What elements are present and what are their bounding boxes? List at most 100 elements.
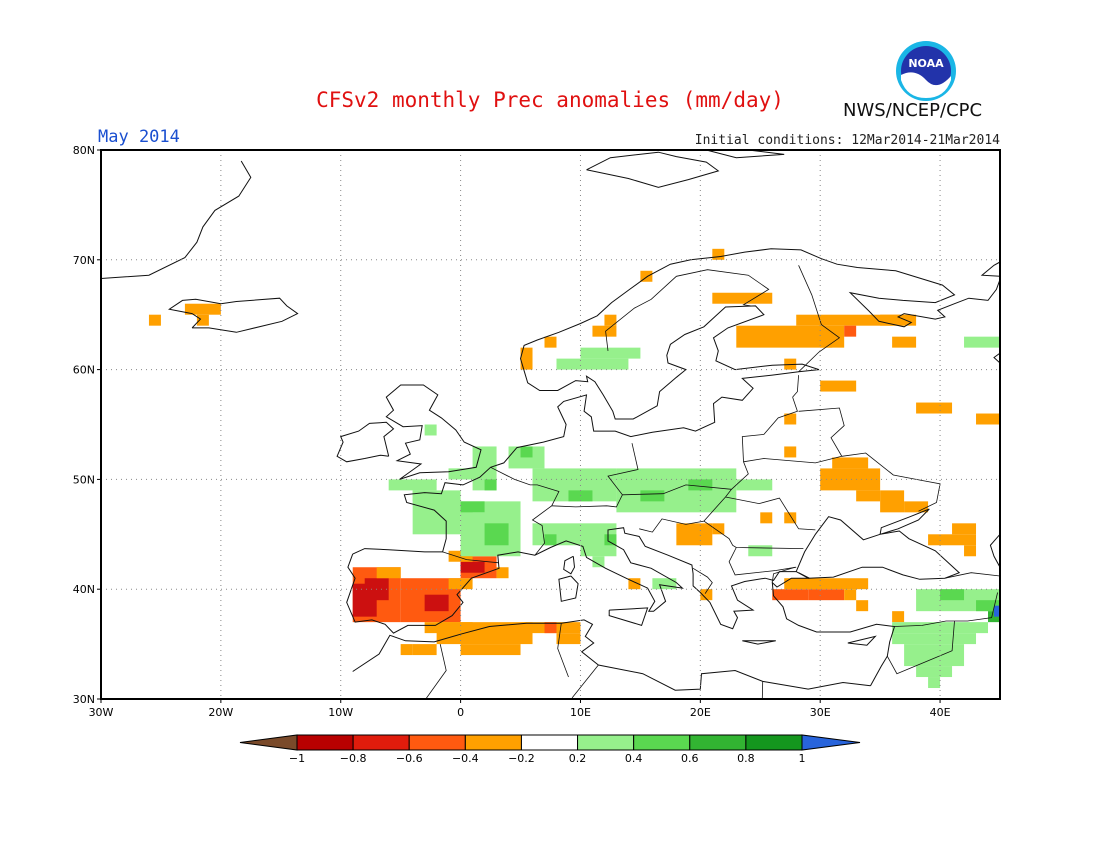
country-border	[944, 572, 1000, 579]
initial-conditions: Initial conditions: 12Mar2014-21Mar2014	[694, 133, 1000, 148]
colorbar-label: −0.4	[452, 752, 479, 765]
lat-label: 50N	[73, 473, 95, 486]
country-border	[557, 623, 569, 678]
lat-labels: 30N 40N 50N 60N 70N 80N	[73, 144, 95, 706]
anomaly-cell	[412, 490, 425, 502]
anomaly-cell	[520, 446, 533, 458]
anomaly-cell	[892, 633, 977, 645]
country-border	[841, 452, 941, 512]
colorbar-label: −0.8	[340, 752, 367, 765]
anomaly-cell	[184, 303, 221, 315]
anomaly-cell	[772, 589, 809, 601]
anomaly-cell	[544, 622, 557, 634]
anomaly-cell	[820, 380, 857, 392]
lat-label: 60N	[73, 364, 95, 377]
anomaly-cell	[748, 545, 773, 557]
anomaly-cell	[484, 523, 509, 546]
anomaly-cell	[592, 325, 617, 337]
country-border	[886, 620, 955, 675]
colorbar-label: −1	[289, 752, 305, 765]
anomaly-cell	[844, 325, 857, 337]
anomaly-cell	[472, 512, 485, 524]
lon-label: 40E	[930, 706, 951, 719]
country-border	[490, 466, 560, 556]
anomaly-cell	[856, 600, 869, 612]
anomaly-cells	[148, 248, 1012, 689]
anomaly-cell	[688, 479, 713, 491]
country-border	[728, 547, 797, 576]
anomaly-cell	[976, 600, 1000, 612]
anomaly-cell	[628, 578, 641, 590]
anomaly-cell	[604, 534, 617, 546]
coastline	[980, 261, 1000, 277]
anomaly-cell	[916, 666, 953, 678]
lat-label: 30N	[73, 693, 95, 706]
country-border	[725, 496, 816, 531]
anomaly-cell	[928, 534, 977, 546]
anomaly-cell	[412, 644, 437, 656]
lon-label: 10E	[570, 706, 591, 719]
lat-label: 80N	[73, 144, 95, 157]
lon-label: 20E	[690, 706, 711, 719]
colorbar-segment	[408, 734, 466, 751]
anomaly-cell	[892, 336, 917, 348]
anomaly-cell	[844, 589, 857, 601]
colorbar: −1 −0.8 −0.6 −0.4 −0.2 0.2 0.4 0.6 0.8 1	[239, 734, 861, 765]
colorbar-label: 0.6	[681, 752, 699, 765]
anomaly-cell	[904, 644, 965, 667]
anomaly-cell	[964, 545, 977, 557]
anomaly-cell	[892, 622, 989, 634]
colorbar-segment	[352, 734, 410, 751]
country-border	[425, 644, 447, 699]
anomaly-cell	[784, 413, 797, 425]
anomaly-cell	[736, 325, 845, 348]
anomaly-cell	[448, 468, 473, 480]
country-border	[798, 265, 841, 373]
anomaly-cell	[436, 622, 533, 645]
coastline	[742, 640, 776, 645]
coastline	[989, 533, 1000, 568]
anomaly-cell	[592, 556, 605, 568]
anomaly-cell	[544, 336, 557, 348]
anomaly-cell	[796, 314, 905, 326]
anomaly-cell	[904, 501, 929, 513]
anomaly-cell	[376, 567, 401, 579]
anomaly-cell	[940, 589, 965, 601]
anomaly-cell	[784, 512, 797, 524]
colorbar-label: 1	[799, 752, 806, 765]
coastline	[706, 150, 785, 159]
lat-label: 70N	[73, 254, 95, 267]
anomaly-cell	[652, 578, 677, 590]
lon-labels: 30W 20W 10W 0 10E 20E 30E 40E	[89, 706, 951, 719]
colorbar-arrow-low	[239, 734, 298, 751]
map-background	[101, 150, 1000, 699]
anomaly-cell	[784, 446, 797, 458]
anomaly-cell	[712, 248, 725, 260]
country-border	[743, 407, 845, 464]
anomaly-cell	[640, 270, 653, 282]
anomaly-cell	[460, 644, 521, 656]
coastline	[346, 527, 896, 687]
agency-label: NWS/NCEP/CPC	[843, 100, 983, 121]
lon-label: 20W	[208, 706, 233, 719]
anomaly-cell	[424, 424, 437, 436]
anomaly-cell	[616, 468, 737, 513]
coastline	[993, 352, 1000, 364]
country-border	[692, 567, 713, 594]
anomaly-cell	[640, 490, 665, 502]
colorbar-arrow-high	[801, 734, 861, 751]
anomaly-cell	[712, 292, 773, 304]
anomaly-cell	[196, 314, 209, 326]
colorbar-segment	[296, 734, 354, 751]
anomaly-cell	[760, 512, 773, 524]
anomaly-cell	[1000, 589, 1012, 600]
anomaly-cell	[808, 589, 845, 601]
anomaly-cell	[994, 605, 1000, 617]
anomaly-cell	[820, 336, 833, 348]
anomaly-cell	[544, 534, 557, 546]
country-border	[894, 592, 998, 627]
colorbar-segment	[689, 734, 747, 751]
country-border	[605, 269, 770, 351]
coastline	[795, 508, 961, 580]
anomaly-cell	[952, 523, 977, 535]
